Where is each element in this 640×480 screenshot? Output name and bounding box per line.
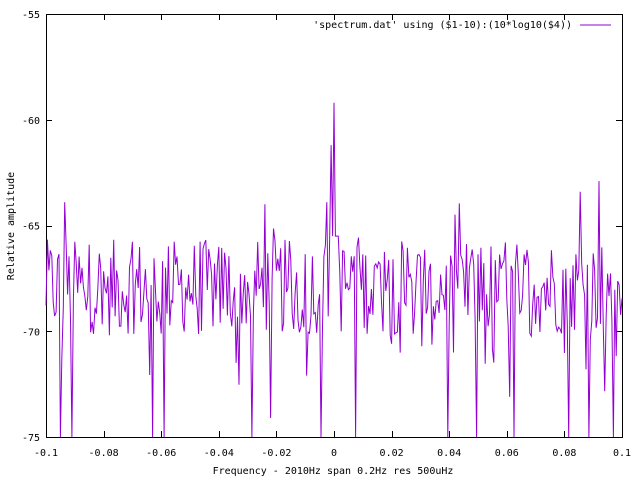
y-tick-label: -70	[22, 327, 40, 338]
x-tick-label: -0.06	[146, 448, 176, 459]
x-axis-ticks: -0.1 -0.08 -0.06 -0.04 -0.02 0 0.02 0.04 0.06 0.0…	[34, 14, 631, 459]
x-tick-label: 0.06	[495, 448, 519, 459]
y-tick-label: -55	[22, 10, 40, 21]
x-tick-label: 0.04	[437, 448, 461, 459]
y-axis-label: Relative amplitude	[6, 172, 17, 280]
x-axis-label: Frequency - 2010Hz span 0.2Hz res 500uHz	[213, 466, 454, 477]
legend-entry-label: 'spectrum.dat' using ($1-10):(10*log10($…	[313, 20, 572, 31]
x-tick-label: 0.08	[552, 448, 576, 459]
plot-frame	[46, 14, 623, 438]
x-tick-label: -0.02	[261, 448, 291, 459]
y-tick-label: -75	[22, 433, 40, 444]
series-line-spectrum	[45, 102, 623, 438]
x-tick-label: 0.1	[613, 448, 631, 459]
x-tick-label: -0.08	[89, 448, 119, 459]
x-tick-label: 0	[331, 448, 337, 459]
y-axis-ticks: -75 -70 -65 -60 -55	[22, 10, 622, 444]
x-tick-label: 0.02	[380, 448, 404, 459]
legend: 'spectrum.dat' using ($1-10):(10*log10($…	[313, 20, 611, 31]
x-tick-label: -0.1	[34, 448, 58, 459]
y-tick-label: -65	[22, 222, 40, 233]
y-tick-label: -60	[22, 116, 40, 127]
x-tick-label: -0.04	[204, 448, 234, 459]
